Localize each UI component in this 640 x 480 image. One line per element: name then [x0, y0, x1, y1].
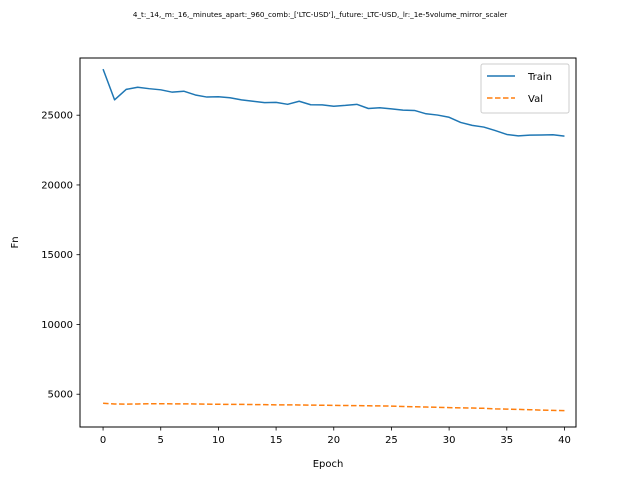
- y-axis-label: Fn: [10, 236, 21, 248]
- legend: Train Val: [480, 63, 570, 114]
- x-tick-label: 35: [500, 435, 513, 446]
- x-tick-label: 30: [443, 435, 456, 446]
- x-tick-label: 15: [270, 435, 283, 446]
- y-tick-label: 15000: [41, 250, 73, 261]
- legend-box: [480, 63, 570, 114]
- series-layer: [102, 68, 565, 412]
- y-axis: 5000 10000 15000 20000 25000: [41, 111, 80, 401]
- x-tick-label: 25: [385, 435, 398, 446]
- x-axis-label: Epoch: [313, 459, 344, 470]
- x-tick-label: 5: [158, 435, 164, 446]
- x-axis: 0 5 10 15 20 25 30 35 40: [100, 427, 571, 446]
- x-tick-label: 40: [558, 435, 571, 446]
- x-tick-label: 0: [100, 435, 106, 446]
- legend-label-train: Train: [527, 72, 552, 83]
- series-line-val: [103, 402, 565, 412]
- x-tick-label: 10: [212, 435, 225, 446]
- chart-title: 4_t:_14,_m:_16,_minutes_apart:_960_comb:…: [133, 10, 507, 19]
- series-line-train: [102, 68, 565, 137]
- plot-area: [79, 57, 577, 428]
- y-tick-label: 25000: [41, 111, 73, 122]
- y-tick-label: 20000: [41, 180, 73, 191]
- y-tick-label: 5000: [48, 390, 73, 401]
- y-tick-label: 10000: [41, 320, 73, 331]
- legend-label-val: Val: [528, 94, 543, 105]
- x-tick-label: 20: [327, 435, 340, 446]
